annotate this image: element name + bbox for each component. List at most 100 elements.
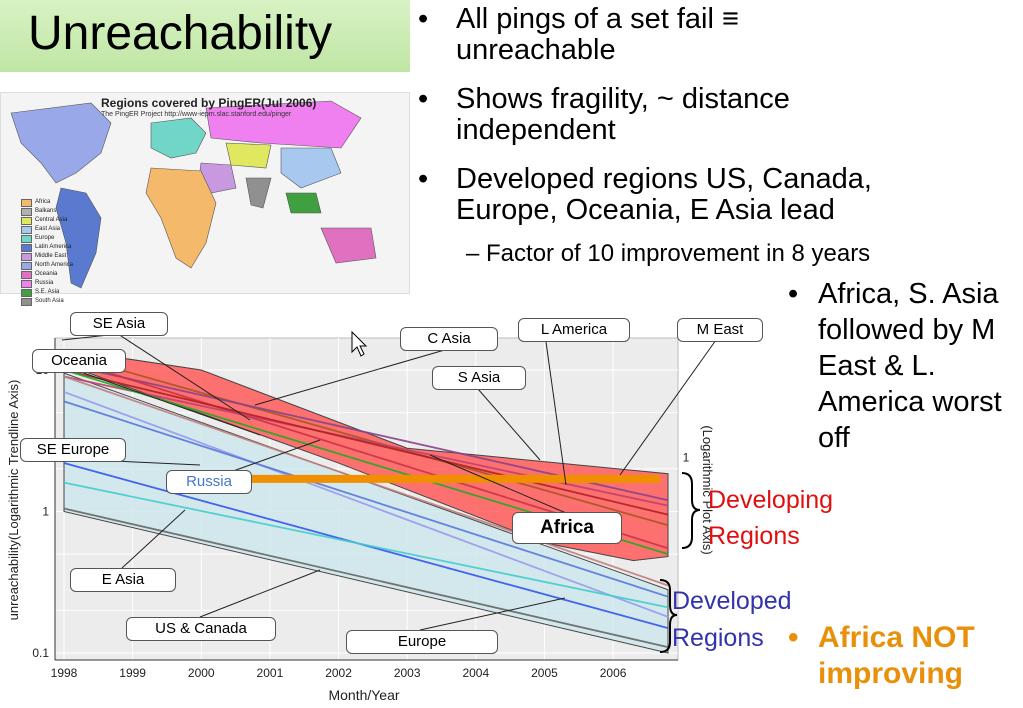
series-line-russia [63,400,669,598]
right-bullet: • Africa, S. Asia followed by M East & L… [788,276,1018,456]
callout-leader-line [545,341,567,486]
map-oceania [320,227,377,264]
x-tick-label: 2000 [188,666,215,680]
map-legend-swatch [21,279,32,288]
map-legend-swatch [21,252,32,261]
map-legend-label: Latin America [35,244,72,250]
series-line-m-east [63,369,669,516]
callout-s-asia: S Asia [432,366,526,390]
map-legend-label: East Asia [35,226,61,232]
map-legend-swatch [21,225,32,234]
map-legend-label: Middle East [35,253,67,259]
bullet-1-glyph: • [418,3,429,35]
map-legend-label: North America [35,262,74,268]
developed-brace [659,579,678,653]
map-east-asia [280,147,342,189]
callout-leader-line [419,597,566,631]
bullet-3: • Developed regions US, Canada, Europe, … [418,164,978,226]
map-latin-america [55,187,102,289]
right-bullet-glyph: • [788,278,799,310]
map-central-asia [225,142,272,169]
map-legend-swatch [21,216,32,225]
x-tick-label: 1999 [119,666,146,680]
map-legend-label: Oceania [35,271,58,277]
callout-leader-line [477,388,541,461]
africa-bullet-glyph: • [788,621,799,654]
map-legend-label: Balkans [35,208,57,214]
callout-c-asia: C Asia [400,327,498,351]
callout-se-asia: SE Asia [70,312,168,336]
series-line-l-america [63,375,669,507]
slide-title: Unreachability [28,7,333,60]
callout-leader-line [77,370,261,436]
x-tick-label: 2002 [325,666,352,680]
map-legend-swatch [21,198,32,207]
map-se-asia [285,192,322,214]
map-title: Regions covered by PingER(Jul 2006) [101,96,317,110]
y-axis-label: unreachability(Logarithmic Trendline Axi… [6,380,21,621]
callout-leader-line [619,339,717,476]
callout-m-east: M East [677,318,763,342]
map-legend-item: Middle East [21,252,73,261]
x-tick-label: 2006 [600,666,627,680]
map-legend-label: Central Asia [35,217,68,223]
bullet-1-text: All pings of a set fail ≡ unreachable [456,3,739,66]
callout-leader-line [199,569,321,618]
developed-label-line1: Developed [672,587,792,615]
bullet-2-text: Shows fragility, ~ distance independent [456,83,790,146]
map-legend-item: Africa [21,198,73,207]
y2-tick-label: 1 [683,451,690,465]
map-legend-swatch [21,288,32,297]
bullet-1: • All pings of a set fail ≡ unreachable [418,4,858,66]
title-banner: Unreachability [0,0,410,72]
y2-axis-label: (Logarithmic Plot Axis) [700,425,715,554]
x-axis-label: Month/Year [328,687,399,703]
x-tick-label: 2005 [531,666,558,680]
map-legend-label: Africa [35,199,51,205]
map-south-asia [245,177,272,209]
sub-bullet: – Factor of 10 improvement in 8 years [466,240,871,267]
map-europe [150,117,207,159]
map-legend-swatch [21,207,32,216]
bullet-3-glyph: • [418,163,429,195]
callout-e-asia: E Asia [70,568,176,592]
x-tick-label: 2001 [257,666,284,680]
developing-label-line1: Developing [708,486,834,514]
map-legend-swatch [21,234,32,243]
callout-leader-line [254,348,449,406]
map-north-america [10,102,112,184]
callout-russia: Russia [166,470,252,494]
series-line-se-asia [63,353,669,527]
map-legend-item: S.E. Asia [21,288,73,297]
callout-l-america: L America [518,318,630,342]
x-tick-label: 2004 [462,666,489,680]
map-legend-item: Balkans [21,207,73,216]
africa-bullet: • Africa NOT improving [788,620,1018,692]
callout-leader-line [429,454,567,514]
bullet-2: • Shows fragility, ~ distance independen… [418,84,938,146]
map-legend-swatch [21,270,32,279]
map-africa [145,167,217,269]
map-legend-swatch [21,297,32,306]
bullet-3-text: Developed regions US, Canada, Europe, Oc… [456,163,872,226]
map-legend-swatch [21,261,32,270]
map-legend-label: S.E. Asia [35,289,60,295]
callout-leader-line [121,509,186,569]
map-legend-swatch [21,243,32,252]
developing-label-line2: Regions [708,522,800,550]
callout-se-europe: SE Europe [20,438,126,462]
bullet-2-glyph: • [418,83,429,115]
developed-band [63,372,669,654]
right-bullet-text: Africa, S. Asia followed by M East & L. … [818,278,1002,454]
callout-us-canada: US & Canada [126,617,276,641]
x-tick-label: 1998 [51,666,78,680]
mouse-cursor-icon [351,330,368,357]
map-legend-item: South Asia [21,297,73,306]
map-legend-item: Europe [21,234,73,243]
map-legend-label: Europe [35,235,55,241]
map-legend-item: Latin America [21,243,73,252]
map-legend-item: Central Asia [21,216,73,225]
map-legend-item: Oceania [21,270,73,279]
callout-africa: Africa [512,512,622,544]
